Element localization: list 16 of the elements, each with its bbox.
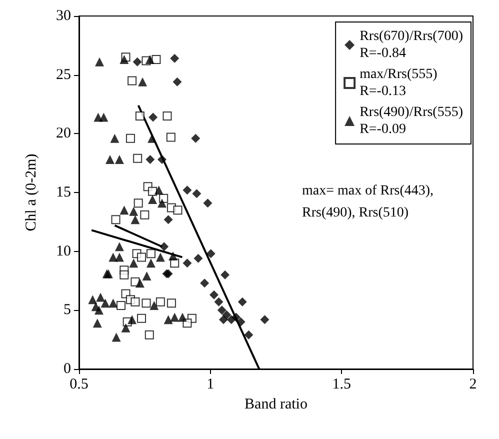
- y-tick-label: 30: [56, 8, 71, 24]
- x-tick-label: 1: [206, 376, 214, 392]
- annotation: max= max of Rrs(443), Rrs(490), Rrs(510): [302, 184, 434, 220]
- x-axis-title: Band ratio: [244, 396, 308, 412]
- y-tick-label: 0: [64, 361, 71, 377]
- legend-label: Rrs(490)/Rrs(555) R=-0.09: [360, 105, 464, 137]
- y-tick-label: 15: [56, 184, 71, 200]
- y-axis-title: Chl a (0-2m): [24, 154, 40, 232]
- legend-label: max/Rrs(555) R=-0.13: [360, 67, 438, 99]
- x-tick-label: 2: [469, 376, 477, 392]
- y-tick-label: 10: [56, 243, 71, 260]
- x-tick-label: 0.5: [70, 376, 88, 392]
- y-tick-label: 20: [56, 126, 71, 142]
- y-tick-label: 5: [64, 302, 71, 318]
- x-tick-label: 1.5: [332, 376, 352, 392]
- y-tick-label: 25: [56, 66, 71, 83]
